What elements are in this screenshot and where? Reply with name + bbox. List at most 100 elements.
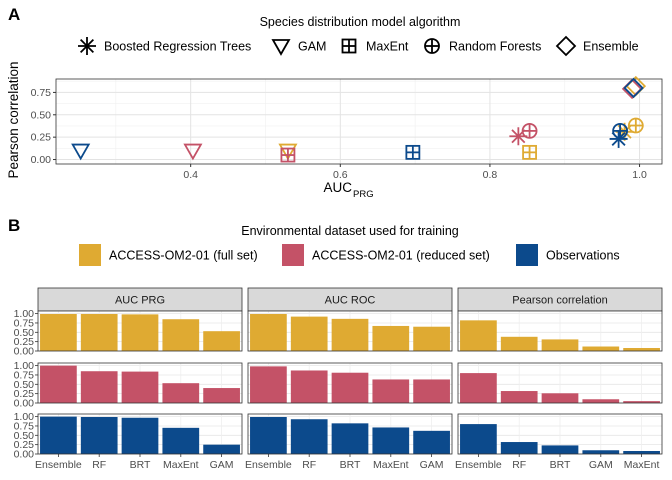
panel-a-letter: A	[8, 5, 20, 24]
triangle-outline	[183, 143, 203, 161]
bar	[541, 339, 579, 351]
bar	[372, 379, 410, 403]
bar	[623, 401, 660, 403]
legend-item-dataset: Observations	[516, 244, 620, 266]
dataset-legend-title: Environmental dataset used for training	[241, 224, 459, 238]
x-tick-label: GAM	[589, 459, 613, 471]
bar	[40, 365, 77, 403]
diamond-outline	[623, 77, 644, 99]
scatter-plot: 0.4 0.6 0.8 1.0 0.00 0.25 0.50 0.75	[31, 75, 663, 181]
data-point	[280, 147, 296, 163]
legend-swatch	[516, 244, 538, 266]
legend-label: Random Forests	[449, 40, 541, 54]
bar	[541, 445, 579, 454]
bar	[582, 399, 620, 403]
legend-item-dataset: ACCESS-OM2-01 (reduced set)	[282, 244, 490, 266]
bar	[121, 371, 159, 403]
x-tick-label: GAM	[210, 459, 234, 471]
y-tick-label: 1.00	[14, 308, 35, 320]
bar	[162, 383, 200, 403]
x-tick-label: RF	[92, 459, 106, 471]
legend-item-asterisk: Boosted Regression Trees	[78, 37, 251, 55]
x-tick-label: MaxEnt	[163, 459, 199, 471]
y-tick-label: 0.75	[14, 420, 35, 432]
x-tick-label: GAM	[420, 459, 444, 471]
triangle-outline	[278, 143, 298, 161]
data-point	[627, 117, 644, 134]
bar	[121, 314, 159, 351]
y-tick-label: 0.25	[14, 439, 35, 451]
facet-border	[457, 362, 663, 404]
legend-label: ACCESS-OM2-01 (reduced set)	[312, 249, 490, 263]
bar	[500, 391, 538, 403]
x-tick-label: MaxEnt	[373, 459, 409, 471]
bar	[40, 313, 77, 351]
plot-border	[55, 78, 663, 165]
bar	[413, 379, 450, 403]
x-tick-label: BRT	[550, 459, 571, 471]
x-tick-label: 0.6	[333, 169, 348, 181]
diamond-outline	[555, 35, 577, 57]
legend-item-triangle-down: GAM	[271, 39, 326, 56]
x-tick-label: MaxEnt	[624, 459, 660, 471]
facet-border	[457, 310, 663, 352]
x-tick-label: RF	[302, 459, 316, 471]
bar	[372, 325, 410, 351]
bar	[460, 373, 497, 403]
square-plus-icon	[341, 38, 357, 54]
y-tick-label: 0.25	[31, 132, 52, 144]
y-axis-title: Pearson correlation	[6, 61, 21, 178]
bar	[541, 393, 579, 403]
diamond-icon	[555, 35, 577, 57]
data-point	[278, 143, 298, 161]
bar	[500, 336, 538, 351]
bar	[250, 313, 287, 351]
legend-label: Observations	[546, 249, 620, 263]
legend-item-diamond: Ensemble	[555, 35, 639, 57]
bar	[582, 346, 620, 351]
y-tick-label: 0.00	[14, 346, 35, 358]
facet-strip-label: AUC ROC	[325, 295, 376, 307]
y-tick-label: 0.50	[14, 327, 35, 339]
facet-border	[37, 362, 243, 404]
legend-label: Boosted Regression Trees	[104, 40, 251, 54]
bar	[40, 416, 77, 454]
bar	[413, 430, 450, 454]
bar	[623, 451, 660, 454]
bar	[500, 442, 538, 454]
facet-border	[247, 362, 453, 404]
asterisk-stroke	[611, 131, 626, 146]
bar	[623, 348, 660, 351]
bar	[80, 416, 118, 454]
triangle-outline	[271, 39, 291, 56]
facet-border	[247, 310, 453, 352]
data-point	[183, 143, 203, 161]
bar	[460, 320, 497, 351]
bar	[250, 416, 287, 454]
data-point	[623, 77, 644, 99]
data-point	[71, 143, 91, 161]
bar	[203, 331, 240, 351]
legend-swatch	[79, 244, 101, 266]
triangle-outline	[71, 143, 91, 161]
y-tick-label: 0.00	[14, 449, 35, 461]
bar	[203, 444, 240, 454]
legend-swatch	[282, 244, 304, 266]
x-tick-label: BRT	[340, 459, 361, 471]
x-tick-label: RF	[512, 459, 526, 471]
y-tick-label: 1.00	[14, 411, 35, 423]
bar	[331, 318, 369, 351]
facet-border	[37, 310, 243, 352]
legend-label: GAM	[298, 40, 326, 54]
y-tick-label: 0.25	[14, 388, 35, 400]
plot-background	[56, 79, 662, 164]
x-tick-label: 0.8	[483, 169, 498, 181]
legend-label: Ensemble	[583, 40, 639, 54]
y-tick-label: 0.75	[31, 87, 52, 99]
x-tick-label: Ensemble	[245, 459, 292, 471]
bar	[331, 372, 369, 403]
y-tick-label: 0.50	[31, 109, 52, 121]
asterisk-icon	[78, 37, 96, 55]
bar	[290, 370, 328, 403]
